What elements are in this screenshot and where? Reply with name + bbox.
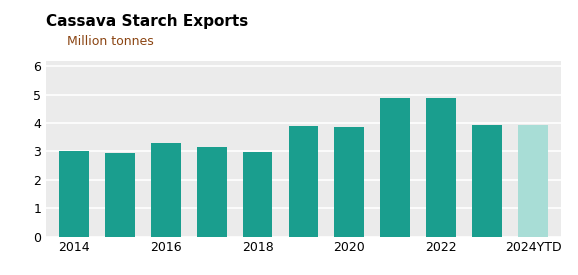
Bar <box>288 126 318 236</box>
Bar <box>472 125 502 236</box>
Bar <box>105 153 135 236</box>
Bar <box>243 152 272 236</box>
Bar <box>335 127 364 236</box>
Text: Cassava Starch Exports: Cassava Starch Exports <box>46 14 249 29</box>
Text: Million tonnes: Million tonnes <box>67 35 154 48</box>
Bar <box>197 147 227 236</box>
Bar <box>59 151 89 236</box>
Bar <box>427 98 456 236</box>
Bar <box>151 143 180 236</box>
Bar <box>380 98 410 236</box>
Bar <box>518 125 548 236</box>
